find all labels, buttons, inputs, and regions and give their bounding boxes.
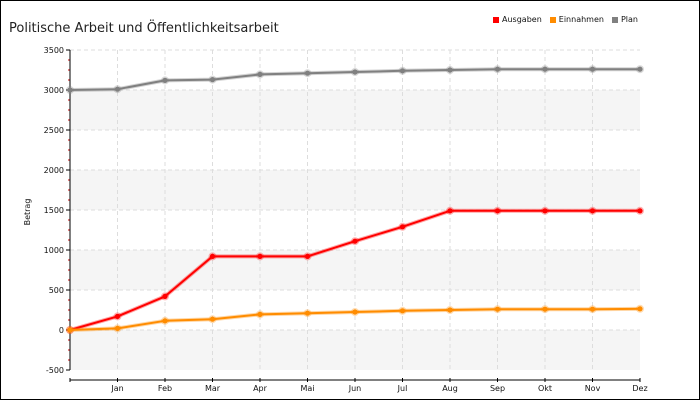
point-ausgaben	[114, 313, 121, 319]
y-tick-label: 1500	[44, 206, 64, 215]
legend-item-ausgaben: Ausgaben	[493, 15, 542, 24]
y-tick-label: 500	[49, 286, 64, 295]
y-axis-label: Betrag	[23, 199, 32, 226]
chart-title: Politische Arbeit und Öffentlichkeitsarb…	[9, 21, 279, 36]
point-plan	[494, 66, 501, 72]
x-tick-label: Dez	[632, 384, 647, 393]
y-tick-label: -500	[46, 366, 64, 375]
point-ausgaben	[399, 224, 406, 230]
point-ausgaben	[162, 293, 168, 299]
point-ausgaben	[304, 253, 311, 259]
y-tick-label: 1000	[44, 246, 64, 255]
plot-bands	[70, 90, 640, 370]
legend-swatch-ausgaben	[493, 16, 500, 23]
y-tick-label: 0	[59, 326, 64, 335]
point-einnahmen	[399, 308, 406, 314]
point-einnahmen	[209, 316, 216, 322]
y-tick-label: 3000	[44, 86, 64, 95]
legend-swatch-plan	[611, 16, 618, 23]
point-einnahmen	[352, 309, 358, 315]
point-einnahmen	[589, 306, 596, 312]
point-ausgaben	[494, 208, 501, 214]
point-plan	[114, 86, 121, 92]
point-einnahmen	[162, 318, 168, 324]
point-plan	[352, 69, 358, 75]
point-plan	[67, 87, 73, 93]
x-tick-label: Nov	[585, 384, 601, 393]
point-einnahmen	[447, 307, 453, 313]
x-tick-label: Sep	[490, 384, 505, 393]
point-einnahmen	[637, 306, 643, 312]
point-ausgaben	[589, 208, 596, 214]
x-tick-label: Jan	[110, 384, 123, 393]
point-ausgaben	[209, 253, 216, 259]
legend-label-einnahmen: Einnahmen	[558, 15, 604, 24]
y-tick-label: 2000	[44, 166, 64, 175]
point-plan	[589, 66, 596, 72]
y-tick-label: 2500	[44, 126, 64, 135]
point-ausgaben	[637, 208, 643, 214]
series-group	[66, 65, 644, 334]
point-plan	[304, 70, 311, 76]
x-tick-label: Okt	[538, 384, 552, 393]
point-plan	[542, 66, 548, 72]
x-tick-label: Mar	[205, 384, 221, 393]
point-ausgaben	[352, 238, 358, 244]
plot-band	[70, 330, 640, 370]
x-tick-label: Jun	[348, 384, 362, 393]
x-tick-label: Feb	[158, 384, 172, 393]
grid-lines	[70, 49, 640, 370]
point-plan	[447, 67, 453, 73]
x-tick-label: Apr	[253, 384, 268, 393]
chart-legend: Ausgaben Einnahmen Plan	[493, 15, 638, 24]
point-plan	[209, 77, 216, 83]
x-tick-label: Mai	[300, 384, 314, 393]
axes: -500 0 500 1000 1500 2000 2500 3000 3500 Jan Feb Ma…	[44, 46, 648, 393]
point-einnahmen	[494, 306, 501, 312]
legend-item-plan: Plan	[611, 15, 638, 24]
point-einnahmen	[114, 325, 121, 331]
point-plan	[257, 71, 263, 77]
point-ausgaben	[447, 208, 453, 214]
point-ausgaben	[257, 253, 263, 259]
legend-label-plan: Plan	[620, 15, 638, 24]
point-plan	[162, 77, 168, 83]
point-ausgaben	[542, 208, 548, 214]
x-tick-label: Jul	[397, 384, 408, 393]
point-plan	[399, 68, 406, 74]
legend-swatch-einnahmen	[549, 16, 556, 23]
point-einnahmen	[304, 310, 311, 316]
point-einnahmen	[542, 306, 548, 312]
y-tick-label: 3500	[44, 46, 64, 55]
point-plan	[637, 66, 643, 72]
point-einnahmen	[257, 311, 263, 317]
point-einnahmen	[67, 327, 73, 333]
legend-item-einnahmen: Einnahmen	[549, 15, 604, 24]
x-tick-label: Aug	[442, 384, 458, 393]
legend-label-ausgaben: Ausgaben	[502, 15, 542, 24]
